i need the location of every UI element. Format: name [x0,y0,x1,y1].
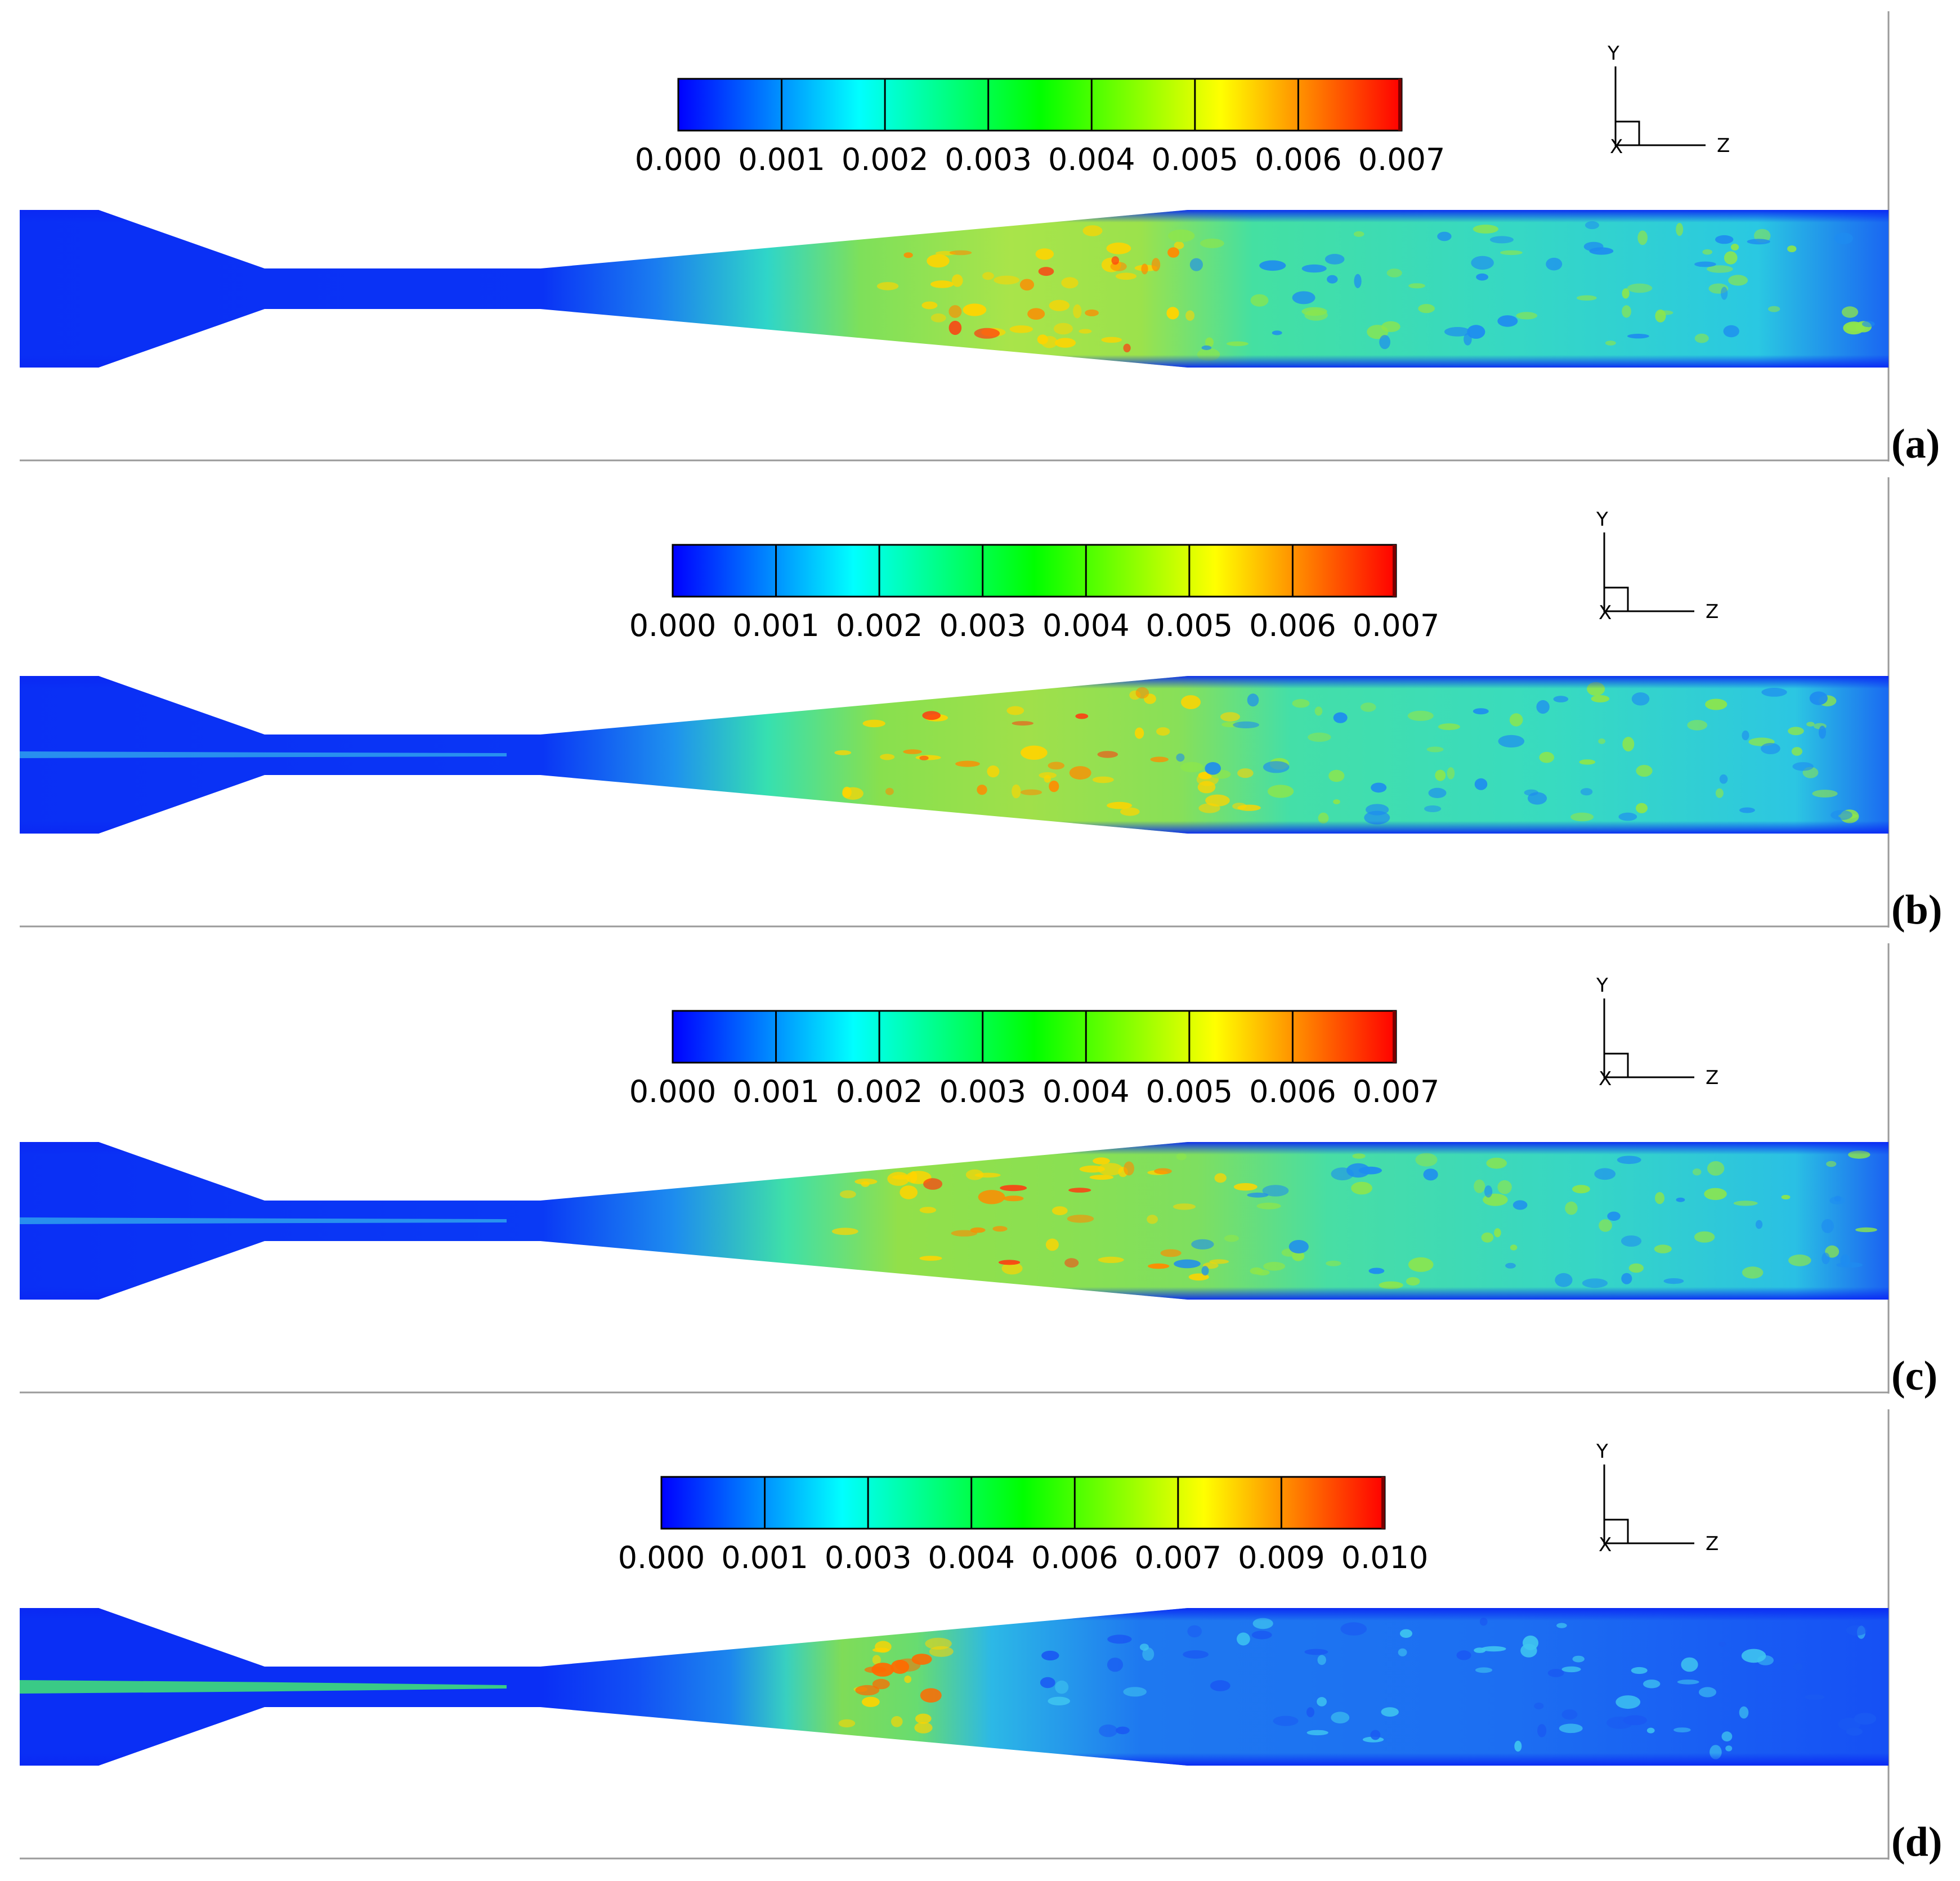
colorbar-tick-label: 0.001 [732,608,820,643]
colorbar-tick-label: 0.005 [1152,142,1239,177]
colorbar-tick-label: 0.009 [1238,1540,1325,1575]
colorbar-tick-label: 0.000 [618,1540,705,1575]
colorbar-tick-label: 0.001 [738,142,825,177]
colorbar-tick-label: 0.000 [629,1074,717,1109]
panel-c: 0.000 0.001 0.002 0.003 0.004 0.005 0.006 0.007… [20,943,1890,1394]
wall-shading [20,1608,1889,1766]
panel-label-b: (b) [1891,887,1943,933]
colorbar [660,1476,1386,1530]
colorbar-tick-label: 0.007 [1353,608,1440,643]
y-axis-label: Y [1596,974,1608,997]
colorbar-tick-label: 0.003 [939,608,1026,643]
colorbar-tick-label: 0.002 [842,142,929,177]
colorbar-max-cap [1381,1477,1385,1529]
x-axis-label: X [1599,602,1612,624]
flow-field [20,210,1889,368]
colorbar-tick-label: 0.004 [1042,1074,1130,1109]
panel-d: 0.000 0.001 0.003 0.004 0.006 0.007 0.009 0.010… [20,1409,1890,1860]
colorbar-max-cap [1393,545,1396,597]
x-axis-label: X [1610,136,1623,158]
colorbar-tick-label: 0.010 [1341,1540,1429,1575]
colorbar-tick-label: 0.001 [732,1074,820,1109]
colorbar-tick-label: 0.002 [836,608,923,643]
panel-a: 0.000 0.001 0.002 0.003 0.004 0.005 0.006 0.007… [20,11,1890,462]
colorbar-tick-label: 0.003 [945,142,1032,177]
colorbar-max-cap [1393,1011,1396,1063]
x-axis-marker [1603,1519,1629,1544]
colorbar-tick-label: 0.006 [1249,1074,1336,1109]
flow-field [20,676,1889,834]
z-axis-label: Z [1706,1533,1719,1555]
colorbar-tick-label: 0.005 [1146,608,1233,643]
z-axis-label: Z [1706,601,1719,623]
y-axis-label: Y [1596,1440,1608,1463]
colorbar-tick-label: 0.003 [939,1074,1026,1109]
colorbar-tick-label: 0.007 [1135,1540,1222,1575]
x-axis-marker [1603,1053,1629,1078]
colorbar [677,78,1403,132]
colorbar-max-cap [1398,79,1402,131]
flow-field [20,1608,1889,1766]
colorbar-tick-label: 0.004 [1042,608,1130,643]
x-axis-label: X [1599,1534,1612,1556]
colorbar-tick-label: 0.006 [1249,608,1336,643]
colorbar-tick-label: 0.003 [825,1540,912,1575]
colorbar-tick-label: 0.000 [635,142,722,177]
x-axis-marker [1614,120,1640,146]
colorbar-tick-label: 0.000 [629,608,717,643]
z-axis-label: Z [1717,135,1730,157]
wall-shading [20,676,1889,834]
colorbar-tick-label: 0.004 [1048,142,1135,177]
panel-label-d: (d) [1891,1819,1943,1865]
panel-label-a: (a) [1891,421,1940,467]
wall-shading [20,210,1889,368]
panel-b: 0.000 0.001 0.002 0.003 0.004 0.005 0.006 0.007… [20,477,1890,928]
wall-shading [20,1142,1889,1300]
colorbar [672,544,1397,598]
colorbar-tick-label: 0.005 [1146,1074,1233,1109]
colorbar-tick-label: 0.007 [1358,142,1446,177]
colorbar-tick-label: 0.006 [1255,142,1342,177]
colorbar-tick-label: 0.002 [836,1074,923,1109]
colorbar-tick-label: 0.001 [721,1540,808,1575]
flow-field [20,1142,1889,1300]
colorbar-tick-label: 0.004 [928,1540,1015,1575]
panel-label-c: (c) [1891,1353,1938,1399]
x-axis-label: X [1599,1068,1612,1090]
colorbar-tick-label: 0.006 [1031,1540,1118,1575]
x-axis-marker [1603,586,1629,612]
colorbar-tick-label: 0.007 [1353,1074,1440,1109]
y-axis-label: Y [1596,508,1608,531]
y-axis-label: Y [1607,42,1619,65]
colorbar [672,1010,1397,1064]
z-axis-label: Z [1706,1067,1719,1089]
